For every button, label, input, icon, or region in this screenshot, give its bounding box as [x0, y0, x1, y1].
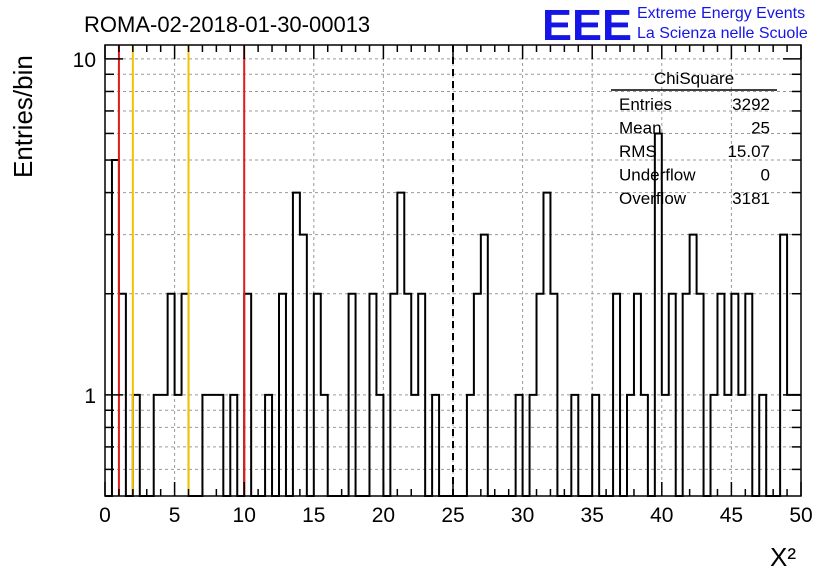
x-tick-label: 50	[789, 504, 812, 527]
stats-label: Underflow	[619, 166, 696, 185]
eee-logo: EEE Extreme Energy Events La Scienza nel…	[542, 1, 808, 50]
reference-lines	[117, 45, 454, 496]
stats-value: 25	[751, 119, 770, 138]
stats-value: 3292	[732, 95, 770, 114]
chart-title: ROMA-02-2018-01-30-00013	[84, 12, 370, 37]
x-tick-label: 10	[233, 504, 256, 527]
stats-label: RMS	[619, 142, 657, 161]
logo-line-2: La Scienza nelle Scuole	[637, 25, 808, 42]
logo-mark: EEE	[542, 1, 632, 50]
plot-frame	[104, 44, 802, 497]
x-tick-label: 40	[650, 504, 673, 527]
stats-label: Mean	[619, 119, 662, 138]
stats-title: ChiSquare	[654, 69, 734, 88]
x-tick-label: 5	[169, 504, 181, 527]
stats-label: Overflow	[619, 189, 687, 208]
y-tick-label: 10	[73, 49, 96, 72]
y-tick-label: 1	[84, 385, 96, 408]
logo-line-1: Extreme Energy Events	[637, 5, 805, 22]
stats-box: ChiSquare Entries 3292 Mean 25 RMS 15.07 Under…	[611, 69, 777, 208]
x-tick-label: 45	[720, 504, 743, 527]
x-tick-label: 0	[99, 504, 111, 527]
x-tick-label: 15	[302, 504, 325, 527]
y-tick-labels: 1 10	[73, 49, 96, 408]
x-tick-label: 25	[441, 504, 464, 527]
x-tick-label: 35	[581, 504, 604, 527]
stats-value: 0	[761, 166, 770, 185]
stats-label: Entries	[619, 95, 672, 114]
stats-rows: Entries 3292 Mean 25 RMS 15.07 Underflow 0 Overf…	[619, 95, 770, 208]
stats-value: 3181	[732, 189, 770, 208]
stats-value: 15.07	[727, 142, 770, 161]
axis-ticks	[104, 45, 802, 496]
x-tick-labels: 0 5 10 15 20 25 30 35 40 45 50	[99, 504, 813, 527]
x-axis-label: X²	[770, 542, 796, 572]
y-axis-label: Entries/bin	[8, 55, 38, 178]
x-tick-label: 20	[372, 504, 395, 527]
x-tick-label: 30	[511, 504, 534, 527]
